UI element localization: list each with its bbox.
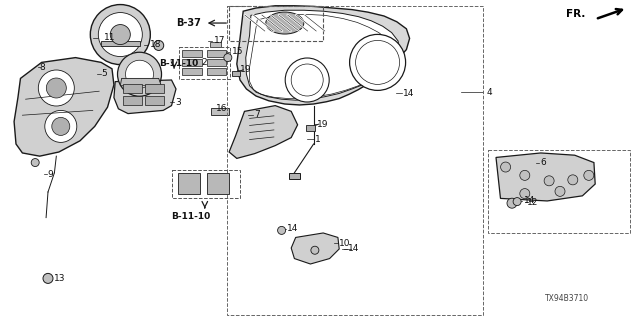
Circle shape	[99, 12, 142, 57]
Circle shape	[45, 110, 77, 142]
Bar	[123, 96, 142, 105]
Circle shape	[278, 226, 285, 234]
Bar	[145, 84, 164, 93]
Circle shape	[285, 58, 329, 102]
Polygon shape	[289, 173, 300, 179]
Text: 14: 14	[403, 89, 415, 98]
Text: 16: 16	[216, 104, 228, 113]
Bar	[211, 108, 229, 115]
Polygon shape	[306, 125, 315, 131]
Polygon shape	[232, 71, 240, 76]
Bar	[227, 6, 483, 315]
Bar	[207, 50, 226, 57]
Text: 14: 14	[524, 196, 535, 205]
Polygon shape	[114, 80, 176, 114]
Text: TX94B3710: TX94B3710	[545, 294, 589, 303]
Text: 14: 14	[287, 224, 298, 233]
Polygon shape	[496, 153, 595, 201]
Circle shape	[118, 52, 161, 96]
Circle shape	[31, 158, 39, 166]
Text: 7: 7	[254, 110, 260, 119]
Polygon shape	[229, 106, 298, 158]
Circle shape	[513, 197, 521, 205]
Circle shape	[90, 4, 150, 65]
Polygon shape	[210, 42, 221, 47]
Circle shape	[43, 273, 53, 284]
Text: 11: 11	[104, 33, 115, 42]
Bar	[488, 150, 630, 233]
Bar	[229, 6, 323, 41]
Circle shape	[520, 188, 530, 199]
Ellipse shape	[266, 12, 304, 34]
Text: 1: 1	[315, 135, 321, 144]
Bar	[182, 50, 202, 57]
Circle shape	[544, 176, 554, 186]
Circle shape	[154, 40, 164, 51]
Polygon shape	[101, 41, 140, 46]
Circle shape	[38, 70, 74, 106]
Polygon shape	[246, 10, 399, 100]
Text: 15: 15	[232, 47, 243, 56]
Bar	[182, 59, 202, 66]
Bar	[172, 170, 240, 198]
Text: B-11-10: B-11-10	[172, 212, 211, 221]
Bar	[123, 84, 142, 93]
Circle shape	[520, 170, 530, 180]
Circle shape	[507, 198, 517, 208]
Text: B-37: B-37	[176, 18, 201, 28]
Circle shape	[500, 162, 511, 172]
Circle shape	[555, 186, 565, 196]
Bar	[179, 47, 230, 79]
Circle shape	[52, 117, 70, 135]
Text: 6: 6	[540, 158, 546, 167]
Circle shape	[110, 25, 131, 44]
Circle shape	[584, 170, 594, 180]
Circle shape	[46, 78, 67, 98]
Circle shape	[568, 175, 578, 185]
Text: 8: 8	[40, 63, 45, 72]
Polygon shape	[120, 78, 161, 86]
Bar	[182, 68, 202, 75]
Polygon shape	[14, 58, 114, 156]
Text: 2: 2	[201, 58, 207, 67]
Text: 3: 3	[175, 98, 181, 107]
Text: FR.: FR.	[566, 9, 586, 20]
Text: 18: 18	[150, 40, 161, 49]
Text: 19: 19	[240, 65, 252, 74]
Text: B-11-10: B-11-10	[159, 59, 198, 68]
Polygon shape	[291, 233, 339, 264]
Polygon shape	[237, 6, 410, 105]
Text: 19: 19	[317, 120, 328, 129]
Circle shape	[125, 60, 154, 88]
Text: 4: 4	[486, 88, 492, 97]
Text: 17: 17	[214, 36, 225, 45]
Text: 14: 14	[348, 244, 360, 253]
Circle shape	[349, 34, 406, 90]
Circle shape	[224, 53, 232, 61]
Circle shape	[311, 246, 319, 254]
Bar	[178, 173, 200, 194]
Text: 5: 5	[101, 69, 107, 78]
Bar	[207, 68, 226, 75]
Text: 12: 12	[527, 198, 539, 207]
Bar	[145, 96, 164, 105]
Text: 10: 10	[339, 239, 351, 248]
Bar	[207, 59, 226, 66]
Text: 9: 9	[47, 170, 53, 179]
Bar	[207, 173, 229, 194]
Text: 13: 13	[54, 274, 65, 283]
